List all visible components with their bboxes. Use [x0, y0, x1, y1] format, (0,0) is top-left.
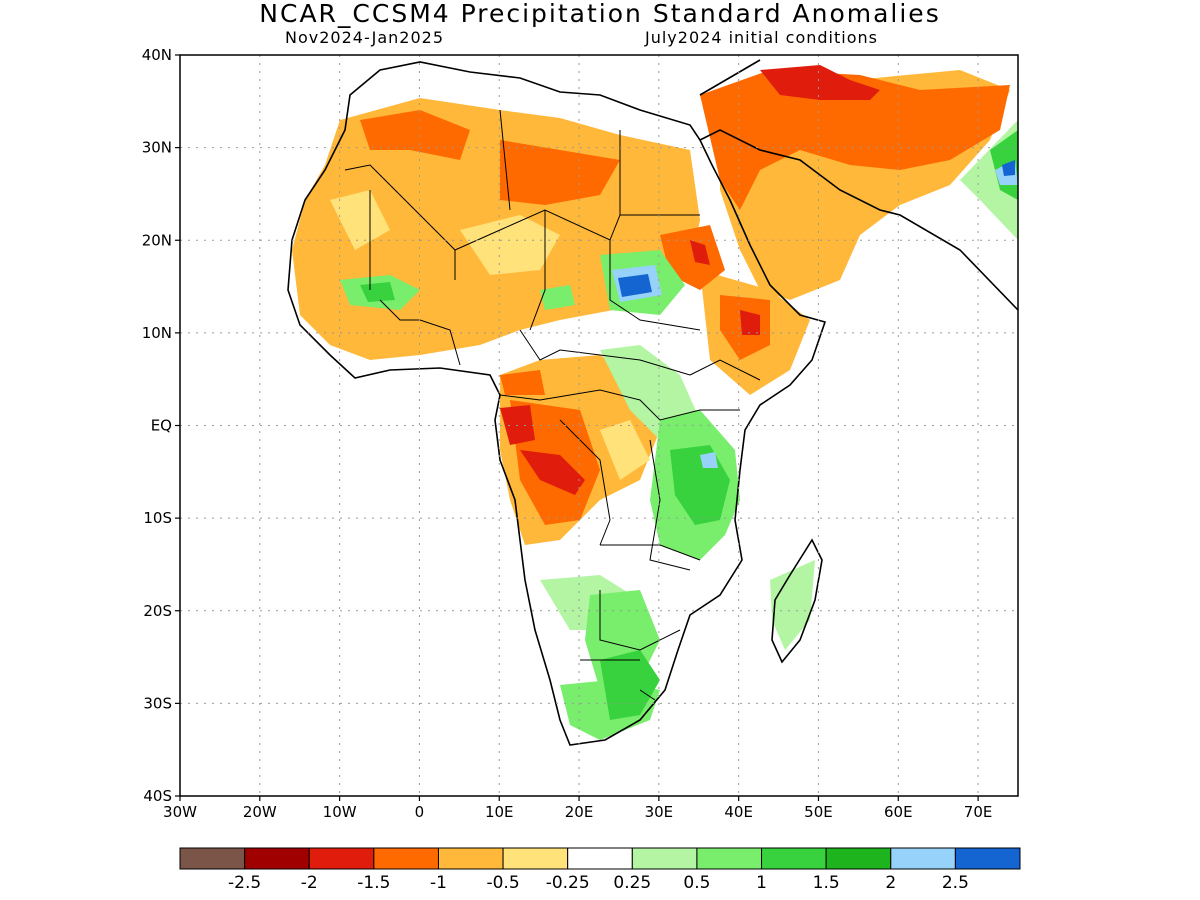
lon-tick-label: 50E	[804, 803, 833, 821]
colorbar-label: -0.5	[486, 873, 519, 893]
longitude-labels: 30W 20W 10W 0 10E 20E 30E 40E 50E 60E 70E	[163, 803, 992, 821]
initial-conditions: July2024 initial conditions	[645, 28, 878, 47]
colorbar-label: 0.5	[683, 873, 710, 893]
colorbar-swatch	[696, 847, 763, 870]
lon-tick-label: 0	[415, 803, 425, 821]
coastlines	[287, 59, 1018, 746]
colorbar-swatch	[502, 847, 569, 870]
colorbar-swatch	[437, 847, 504, 870]
colorbar-label: -1	[430, 873, 447, 893]
colorbar-label: 2.5	[942, 873, 969, 893]
anomaly-wet-25	[618, 160, 1015, 297]
anomaly-dry-15	[500, 65, 880, 495]
latitude-labels: 40N 30N 20N 10N EQ 10S 20S 30S 40S	[142, 46, 172, 805]
lon-tick-label: 20W	[243, 803, 277, 821]
lat-tick-label: 10N	[142, 324, 172, 342]
colorbar-swatch	[244, 847, 310, 870]
colorbar-label: 0.25	[613, 873, 651, 893]
lat-tick-label: 40N	[142, 46, 172, 64]
lon-tick-label: 60E	[884, 803, 913, 821]
anomaly-dry-025	[330, 190, 650, 480]
lon-tick-label: 20E	[565, 803, 594, 821]
lat-tick-label: 40S	[143, 787, 172, 805]
colorbar-label: -2	[301, 873, 318, 893]
lat-tick-label: 10S	[143, 509, 172, 527]
lon-tick-label: 10W	[323, 803, 357, 821]
lat-tick-label: 20N	[142, 231, 172, 249]
colorbar	[179, 847, 1021, 870]
colorbar-label: -2.5	[228, 873, 261, 893]
lon-tick-label: 30E	[645, 803, 674, 821]
map-plot-area	[180, 55, 1018, 796]
lon-tick-label: 10E	[485, 803, 514, 821]
country-borders	[344, 109, 761, 701]
lat-tick-label: 20S	[143, 602, 172, 620]
map-title: NCAR_CCSM4 Precipitation Standard Anomal…	[259, 0, 941, 28]
lat-tick-label: EQ	[151, 417, 172, 435]
forecast-period: Nov2024-Jan2025	[285, 28, 444, 47]
colorbar-swatch	[567, 847, 633, 870]
colorbar-label: -0.25	[546, 873, 590, 893]
lat-tick-label: 30N	[142, 139, 172, 157]
colorbar-swatch	[890, 847, 956, 870]
colorbar-swatch	[954, 847, 1021, 870]
lon-tick-label: 40E	[724, 803, 753, 821]
colorbar-label: -1.5	[357, 873, 390, 893]
lon-tick-label: 30W	[163, 803, 197, 821]
colorbar-label: 1	[756, 873, 767, 893]
colorbar-swatch	[761, 847, 827, 870]
lon-tick-label: 70E	[964, 803, 993, 821]
axis-ticks	[175, 54, 979, 801]
colorbar-swatch	[373, 847, 439, 870]
colorbar-label: 2	[885, 873, 896, 893]
lat-tick-label: 30S	[143, 694, 172, 712]
colorbar-label: 1.5	[813, 873, 840, 893]
colorbar-swatch	[179, 847, 246, 870]
map-grid	[180, 55, 1018, 796]
colorbar-swatch	[631, 847, 698, 870]
colorbar-labels: -2.5 -2 -1.5 -1 -0.5 -0.25 0.25 0.5 1 1.5 2 2.5	[228, 873, 969, 893]
colorbar-swatch	[825, 847, 892, 870]
colorbar-swatch	[308, 847, 375, 870]
